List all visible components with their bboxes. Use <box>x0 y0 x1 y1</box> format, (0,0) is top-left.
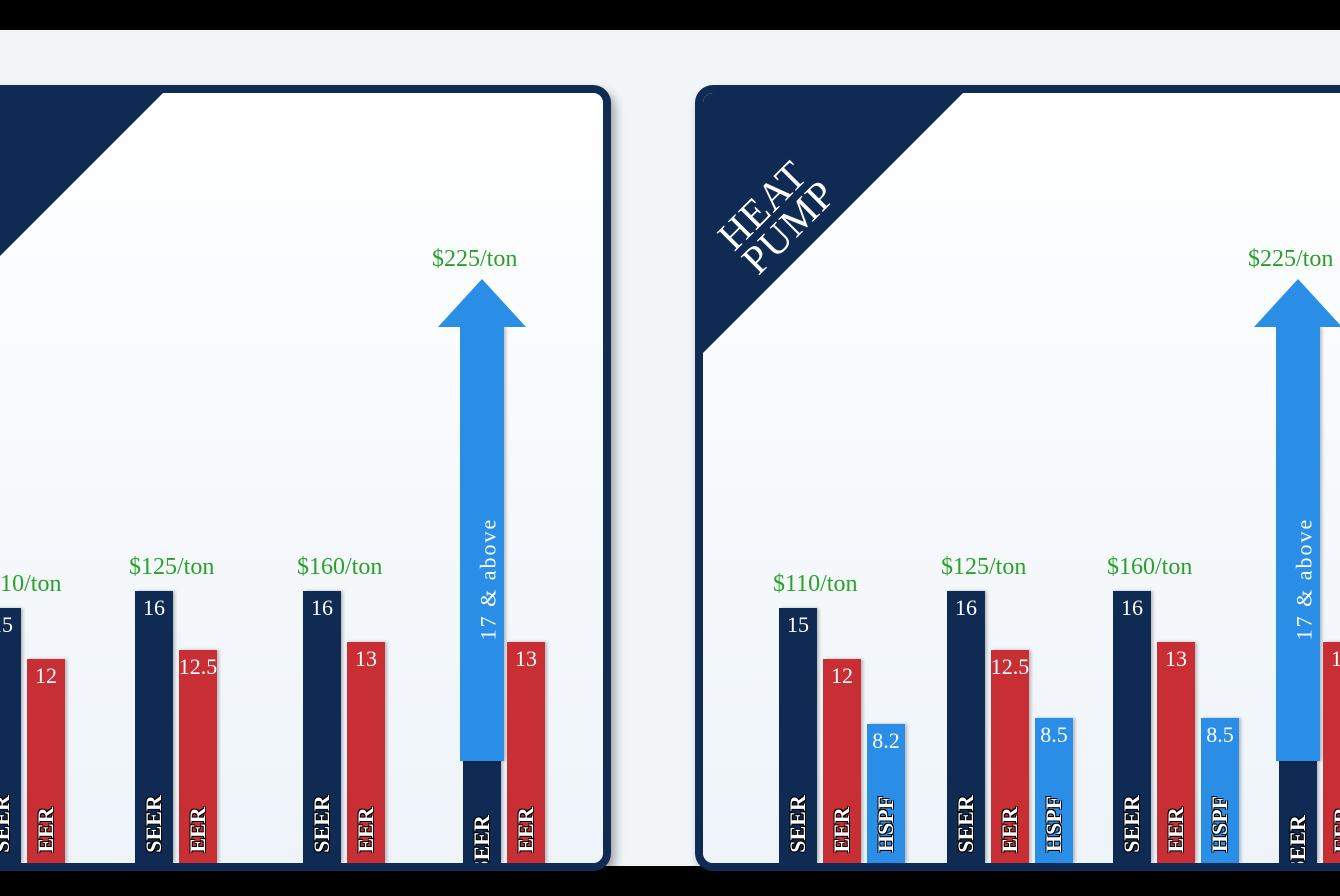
bar-axis-label: SEER <box>469 815 495 871</box>
arrow-shaft: 17 & above <box>460 327 504 761</box>
bar-group: $225/tonSEER17 & above13EER <box>1279 93 1340 863</box>
bar-hspf: 8.5 HSPF <box>1035 718 1073 863</box>
bar-group: $160/ton16SEER13EER8.5HSPF <box>1113 93 1239 863</box>
bar-value: 16 <box>955 595 977 621</box>
bar-seer: 15 SEER <box>779 608 817 863</box>
bar-value: 12.5 <box>991 654 1030 680</box>
arrow-base-bar: SEER <box>463 761 501 863</box>
bar-axis-label: EER <box>829 807 855 852</box>
bar-axis-label: EER <box>1329 807 1340 852</box>
bar-group: $125/ton16SEER12.5EER <box>135 93 217 863</box>
bar-axis-label: EER <box>1163 807 1189 852</box>
bar-value: 16 <box>143 595 165 621</box>
bar-group: $110/ton 15 SEER 12 EER <box>0 93 65 863</box>
bar-seer: 16 SEER <box>1113 591 1151 863</box>
bar-axis-label: SEER <box>785 795 811 852</box>
price-label: $160/ton <box>297 554 382 581</box>
price-label: $125/ton <box>129 554 214 581</box>
bar-axis-label: HSPF <box>873 796 899 852</box>
bar-value: 12.5 <box>179 654 218 680</box>
bar-value: 12 <box>831 663 853 689</box>
bar-eer: 12.5 EER <box>991 650 1029 863</box>
bar-axis-label: EER <box>185 807 211 852</box>
bar-seer: 16 SEER <box>303 591 341 863</box>
bar-axis-label: SEER <box>309 795 335 852</box>
bar-axis-label: SEER <box>953 795 979 852</box>
bar-value: 16 <box>311 595 333 621</box>
bar-group: $160/ton16SEER13EER <box>303 93 385 863</box>
panel-inner: HEAT PUMP$110/ton15SEER12EER8.2HSPF$125/… <box>703 93 1340 863</box>
bar-hspf: 8.2 HSPF <box>867 724 905 863</box>
bar-axis-label: SEER <box>141 795 167 852</box>
chart-area: $110/ton 15 SEER 12 EER $125/ton 16 SEER 12.5 EER… <box>0 93 603 863</box>
bar-axis-label: HSPF <box>1207 796 1233 852</box>
bar-seer: 16 SEER <box>947 591 985 863</box>
bar-seer: 16 SEER <box>135 591 173 863</box>
chart-area: $110/ton 15 SEER 12 EER 8.2 HSPF $125/ton 16 SEER… <box>703 93 1340 863</box>
bar-value: 13 <box>515 646 537 672</box>
price-label: $160/ton <box>1107 554 1192 581</box>
arrow-head-icon <box>438 279 526 327</box>
price-label: $225/ton <box>1248 246 1333 273</box>
bar-value: 13 <box>1331 646 1340 672</box>
bar-group: $225/tonSEER17 & above13EER <box>463 93 545 863</box>
bar-axis-label: EER <box>353 807 379 852</box>
bar-axis-label: EER <box>33 807 59 852</box>
bar-axis-label: SEER <box>1119 795 1145 852</box>
bar-eer: 13 EER <box>507 642 545 863</box>
bar-eer: 13 EER <box>1157 642 1195 863</box>
arrow-shaft: 17 & above <box>1276 327 1320 761</box>
panel-heat-pump: HEAT PUMP$110/ton15SEER12EER8.2HSPF$125/… <box>695 85 1340 871</box>
price-label: $225/ton <box>432 246 517 273</box>
bar-value: 15 <box>787 612 809 638</box>
bar-axis-label: SEER <box>1285 815 1311 871</box>
bar-axis-label: EER <box>997 807 1023 852</box>
bar-eer: 13 EER <box>347 642 385 863</box>
price-label: $110/ton <box>0 571 61 598</box>
price-label: $110/ton <box>773 571 857 598</box>
bar-value: 8.5 <box>1040 722 1068 748</box>
bar-eer: 12 EER <box>823 659 861 863</box>
panel-ac: AC$110/ton15SEER12EER$125/ton16SEER12.5E… <box>0 85 611 871</box>
bar-value: 16 <box>1121 595 1143 621</box>
bar-value: 8.5 <box>1206 722 1234 748</box>
bar-value: 13 <box>1165 646 1187 672</box>
bar-axis-label: EER <box>513 807 539 852</box>
bar-value: 15 <box>0 612 13 638</box>
arrow-base-bar: SEER <box>1279 761 1317 863</box>
bar-group: $110/ton15SEER12EER8.2HSPF <box>779 93 905 863</box>
bar-eer: 12 EER <box>27 659 65 863</box>
bar-axis-label: SEER <box>0 795 15 852</box>
bar-eer: 13 EER <box>1323 642 1340 863</box>
bar-seer: 15 SEER <box>0 608 21 863</box>
bar-value: 13 <box>355 646 377 672</box>
bar-hspf: 8.5 HSPF <box>1201 718 1239 863</box>
price-label: $125/ton <box>941 554 1026 581</box>
bar-value: 8.2 <box>872 728 900 754</box>
arrow-label: 17 & above <box>475 517 501 640</box>
arrow-head-icon <box>1254 279 1340 327</box>
canvas: AC$110/ton15SEER12EER$125/ton16SEER12.5E… <box>0 0 1340 896</box>
arrow-label: 17 & above <box>1291 517 1317 640</box>
bar-axis-label: HSPF <box>1041 796 1067 852</box>
bar-group: $125/ton16SEER12.5EER8.5HSPF <box>947 93 1073 863</box>
panel-inner: AC$110/ton15SEER12EER$125/ton16SEER12.5E… <box>0 93 603 863</box>
bar-value: 12 <box>35 663 57 689</box>
bar-eer: 12.5 EER <box>179 650 217 863</box>
